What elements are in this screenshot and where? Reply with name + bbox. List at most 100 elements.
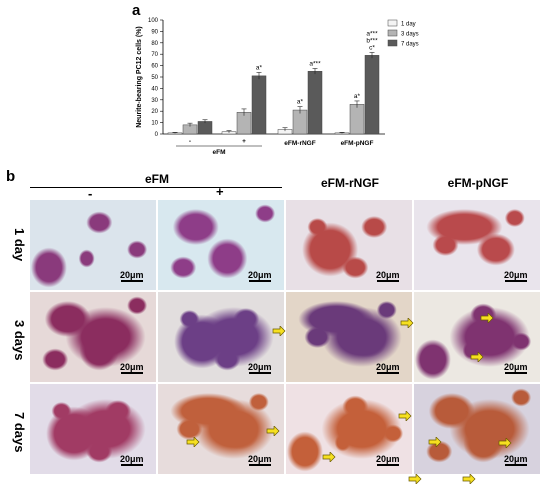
bar: [364, 55, 380, 135]
arrow-icon: [398, 411, 412, 421]
micrograph-panel: [30, 384, 156, 474]
micrograph-panel: [414, 200, 540, 290]
scale-bar: 20μm: [504, 362, 528, 375]
bar: [307, 71, 323, 135]
arrow-icon: [480, 313, 494, 323]
scale-bar-label: 20μm: [504, 270, 528, 280]
significance-label: a*: [354, 93, 361, 100]
y-tick-label: 100: [148, 18, 159, 24]
row-label-3-days: 3 days: [12, 320, 27, 361]
scale-bar-label: 20μm: [376, 454, 400, 464]
scale-bar-label: 20μm: [120, 362, 144, 372]
header-efm-line: [30, 187, 282, 188]
bar: [349, 104, 365, 135]
arrow-icon: [408, 474, 422, 484]
scale-bar: 20μm: [504, 454, 528, 467]
header-efm: eFM: [145, 172, 169, 186]
scale-bar: 20μm: [248, 454, 272, 467]
scale-bar-line: [248, 464, 271, 466]
significance-label: a***: [309, 60, 321, 67]
y-tick-label: 80: [151, 41, 158, 47]
scale-bar-line: [376, 372, 399, 374]
header-efm-rngf: eFM-rNGF: [321, 176, 379, 190]
bar: [251, 75, 267, 135]
header-minus: -: [88, 186, 93, 201]
micrograph-panel: [158, 384, 284, 474]
panel-b-label: b: [6, 168, 16, 185]
micrograph-panel: [414, 384, 540, 474]
scale-bar-line: [504, 464, 527, 466]
arrow-icon: [498, 438, 512, 448]
scale-bar: 20μm: [120, 454, 144, 467]
legend-label: 7 days: [401, 42, 419, 48]
arrow-icon: [322, 452, 336, 462]
x-tick-label: -: [189, 138, 191, 145]
y-tick-label: 60: [151, 64, 158, 70]
scale-bar: 20μm: [120, 362, 144, 375]
y-tick-label: 20: [151, 109, 158, 115]
scale-bar-line: [120, 280, 143, 282]
row-label-7-days: 7 days: [12, 412, 27, 453]
y-axis-label: Neurite-bearing PC12 cells (%): [136, 26, 143, 128]
scale-bar-label: 20μm: [376, 362, 400, 372]
scale-bar-label: 20μm: [376, 270, 400, 280]
significance-label: c*: [369, 44, 375, 51]
micrograph-panel: [30, 200, 156, 290]
bar: [292, 109, 308, 135]
x-group-label: eFM-rNGF: [284, 140, 315, 147]
scale-bar-line: [248, 372, 271, 374]
scale-bar-line: [376, 280, 399, 282]
scale-bar-line: [120, 372, 143, 374]
scale-bar-label: 20μm: [248, 270, 272, 280]
scale-bar-line: [248, 280, 271, 282]
scale-bar-label: 20μm: [504, 362, 528, 372]
scale-bar-line: [504, 280, 527, 282]
arrow-icon: [272, 326, 286, 336]
micrograph-panel: [30, 292, 156, 382]
micrograph-panel: [286, 200, 412, 290]
scale-bar: 20μm: [376, 454, 400, 467]
y-tick-label: 0: [155, 132, 159, 138]
scale-bar: 20μm: [376, 270, 400, 283]
scale-bar-label: 20μm: [120, 454, 144, 464]
y-tick-label: 50: [151, 75, 158, 81]
y-tick-label: 10: [151, 121, 158, 127]
micrograph-panel: [158, 292, 284, 382]
scale-bar: 20μm: [504, 270, 528, 283]
legend-swatch: [387, 19, 398, 27]
micrograph-panel: [158, 200, 284, 290]
scale-bar-label: 20μm: [504, 454, 528, 464]
y-tick-label: 90: [151, 29, 158, 35]
scale-bar-label: 20μm: [248, 362, 272, 372]
scale-bar: 20μm: [120, 270, 144, 283]
significance-label: a***: [366, 30, 378, 37]
legend-swatch: [387, 39, 398, 47]
arrow-icon: [400, 318, 414, 328]
scale-bar-line: [120, 464, 143, 466]
arrow-icon: [470, 352, 484, 362]
row-label-1-day: 1 day: [12, 228, 27, 262]
micrograph-panel: [286, 292, 412, 382]
scale-bar-label: 20μm: [120, 270, 144, 280]
x-group-label: eFM-pNGF: [341, 140, 374, 147]
header-plus: +: [216, 184, 224, 199]
y-tick-label: 30: [151, 98, 158, 104]
arrow-icon: [428, 437, 442, 447]
y-tick-label: 70: [151, 52, 158, 58]
arrow-icon: [462, 474, 476, 484]
micrograph-panel: [286, 384, 412, 474]
significance-label: a*: [297, 99, 304, 106]
legend-label: 1 day: [401, 22, 416, 28]
bar-chart: 0 10 20 30 40 50 60 70 80 90 100 Neurite-bearing PC…: [136, 18, 419, 156]
bar: [197, 121, 213, 135]
arrow-icon: [266, 426, 280, 436]
scale-bar-label: 20μm: [248, 454, 272, 464]
panel-a-label: a: [132, 2, 141, 19]
legend-label: 3 days: [401, 32, 419, 38]
micrograph-panel: [414, 292, 540, 382]
x-group-label: eFM: [213, 149, 226, 156]
legend-swatch: [387, 29, 398, 37]
x-tick-label: +: [242, 138, 246, 145]
scale-bar-line: [376, 464, 399, 466]
scale-bar: 20μm: [248, 362, 272, 375]
